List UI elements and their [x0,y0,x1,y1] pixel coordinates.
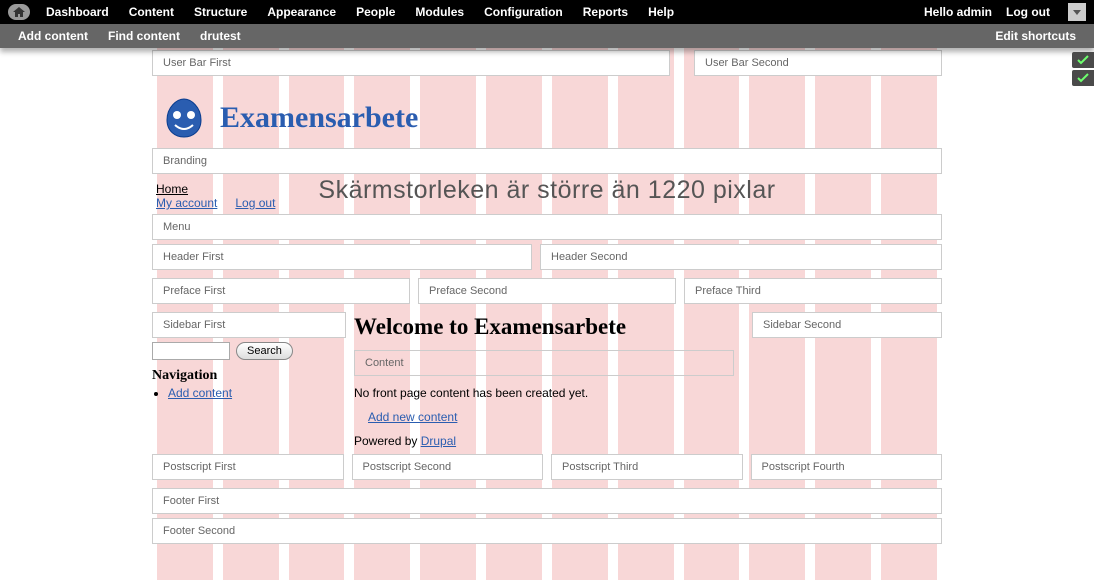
region-sidebar-first: Sidebar First [152,312,346,338]
status-check-icon[interactable] [1072,52,1094,68]
site-logo-icon[interactable] [160,94,208,142]
admin-menu-structure[interactable]: Structure [184,0,257,24]
shortcut-drutest[interactable]: drutest [190,29,251,43]
region-preface-second: Preface Second [418,278,676,304]
navigation-title: Navigation [152,368,346,384]
region-postscript-third: Postscript Third [551,454,743,480]
powered-prefix: Powered by [354,434,421,448]
region-user-bar-second: User Bar Second [694,50,942,76]
admin-menu-content[interactable]: Content [119,0,184,24]
admin-menu-dashboard[interactable]: Dashboard [36,0,119,24]
edit-shortcuts-link[interactable]: Edit shortcuts [985,29,1086,43]
admin-menu-reports[interactable]: Reports [573,0,638,24]
shortcut-toolbar: Add content Find content drutest Edit sh… [0,24,1094,48]
region-preface-first: Preface First [152,278,410,304]
region-footer-first: Footer First [152,488,942,514]
add-new-content-link[interactable]: Add new content [368,410,457,424]
search-button[interactable]: Search [236,342,293,360]
region-postscript-first: Postscript First [152,454,344,480]
home-icon[interactable] [8,4,30,20]
admin-menu-help[interactable]: Help [638,0,684,24]
admin-menu-configuration[interactable]: Configuration [474,0,573,24]
region-branding: Branding [152,148,942,174]
region-sidebar-second: Sidebar Second [752,312,942,338]
no-content-message: No front page content has been created y… [354,386,744,400]
search-input[interactable] [152,342,230,360]
region-content: Content [354,350,734,376]
search-form: Search [152,342,346,360]
region-preface-third: Preface Third [684,278,942,304]
admin-menu: Dashboard Content Structure Appearance P… [36,0,684,24]
page-title: Welcome to Examensarbete [354,314,744,340]
shortcut-find-content[interactable]: Find content [98,29,190,43]
toolbar-toggle-icon[interactable] [1068,3,1086,21]
logout-link[interactable]: Log out [1006,5,1050,19]
status-indicators [1072,52,1094,86]
responsive-headline: Skärmstorleken är större än 1220 pixlar [152,176,942,205]
region-postscript-fourth: Postscript Fourth [751,454,943,480]
branding: Examensarbete [152,84,942,148]
status-check-icon[interactable] [1072,70,1094,86]
powered-by: Powered by Drupal [354,434,744,448]
admin-menu-people[interactable]: People [346,0,405,24]
navigation-list: Add content [152,386,346,400]
drupal-link[interactable]: Drupal [421,434,456,448]
admin-toolbar: Dashboard Content Structure Appearance P… [0,0,1094,24]
region-footer-second: Footer Second [152,518,942,544]
shortcut-add-content[interactable]: Add content [8,29,98,43]
region-postscript-second: Postscript Second [352,454,544,480]
region-header-first: Header First [152,244,532,270]
region-header-second: Header Second [540,244,942,270]
nav-add-content[interactable]: Add content [168,386,232,400]
admin-user-area: Hello admin Log out [924,3,1086,21]
region-user-bar-first: User Bar First [152,50,670,76]
region-menu: Menu [152,214,942,240]
admin-menu-appearance[interactable]: Appearance [257,0,346,24]
admin-menu-modules[interactable]: Modules [405,0,474,24]
site-title[interactable]: Examensarbete [220,101,418,135]
hello-user: Hello admin [924,5,992,19]
